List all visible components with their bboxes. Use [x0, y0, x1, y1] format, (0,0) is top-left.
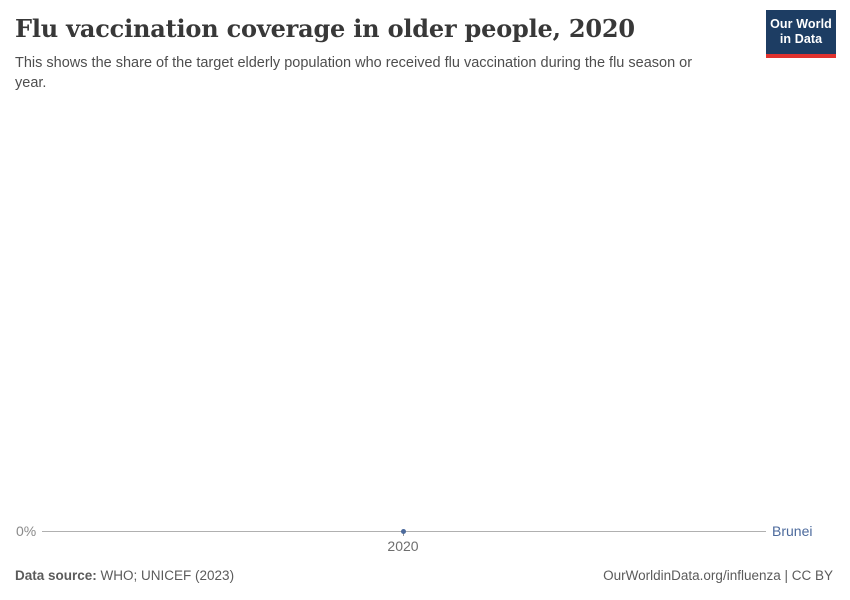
x-axis-tick-label: 2020	[387, 538, 419, 554]
owid-logo-line1: Our World	[770, 17, 832, 31]
x-axis-tick-mark	[403, 532, 404, 536]
data-source-note: Data source: WHO; UNICEF (2023)	[15, 568, 234, 583]
data-source-label: Data source:	[15, 568, 97, 583]
entity-label-brunei[interactable]: Brunei	[772, 523, 813, 539]
chart-subtitle: This shows the share of the target elder…	[15, 55, 693, 91]
y-axis-tick-label: 0%	[16, 523, 37, 539]
data-point-brunei-2020[interactable]	[401, 529, 406, 534]
owid-logo-line2: in Data	[779, 32, 823, 47]
license-note: OurWorldinData.org/influenza | CC BY	[603, 568, 833, 583]
page-title: Flu vaccination coverage in older people…	[15, 14, 635, 43]
owid-logo[interactable]: Our World in Data	[766, 10, 836, 58]
data-source-value: WHO; UNICEF (2023)	[100, 568, 235, 583]
